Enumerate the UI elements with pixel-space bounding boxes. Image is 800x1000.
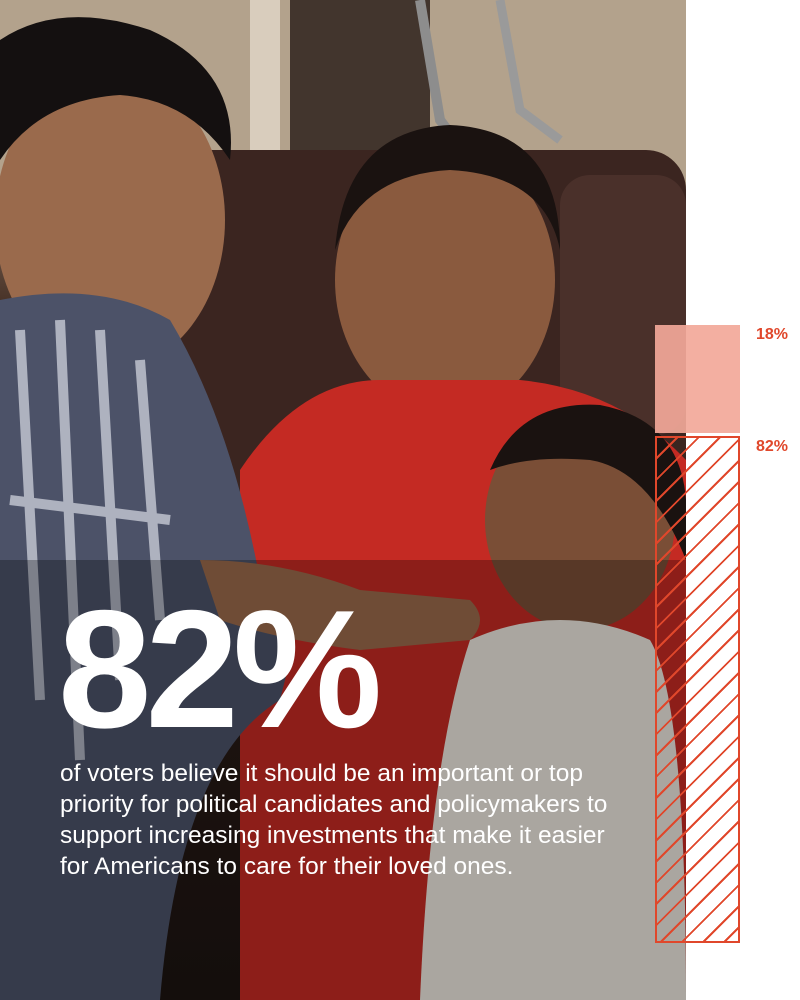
caption-text: of voters believe it should be an import… — [60, 760, 608, 880]
bar-segment-18 — [655, 325, 740, 433]
bar-label-18: 18% — [756, 326, 789, 343]
headline-stat: 82% — [58, 575, 382, 763]
family-photo — [0, 0, 686, 1000]
bar-segment-82 — [655, 436, 740, 943]
family-photo-illustration — [0, 0, 686, 1000]
bar-label-82: 82% — [756, 438, 789, 455]
